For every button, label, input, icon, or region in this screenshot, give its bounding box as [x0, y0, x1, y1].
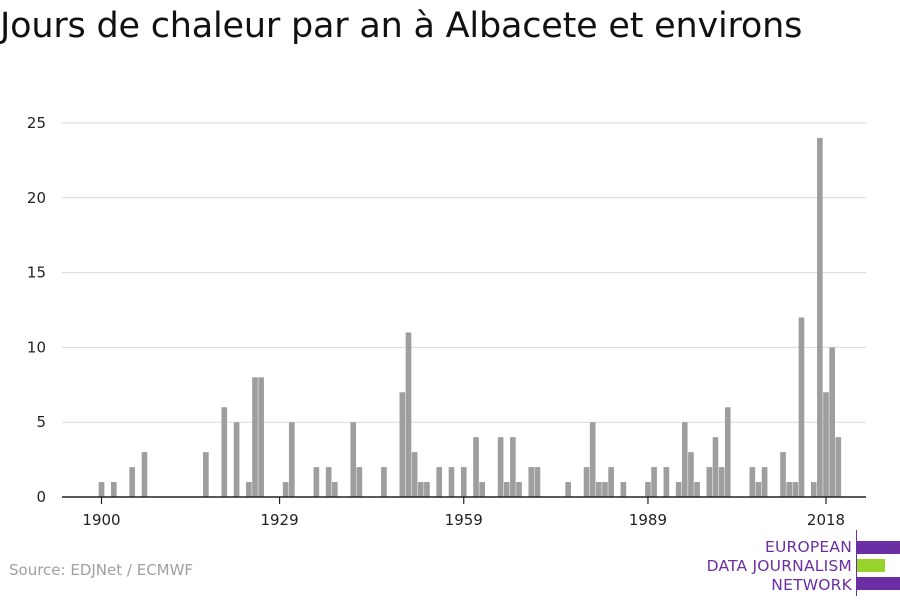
bar-2007: [755, 482, 762, 497]
bar-1950: [405, 332, 412, 497]
bar-1946: [381, 467, 387, 497]
bar-1907: [141, 452, 148, 497]
bar-1924: [246, 482, 252, 497]
bar-1994: [675, 482, 682, 497]
bar-1930: [282, 482, 289, 497]
bar-2011: [780, 452, 786, 497]
bar-1935: [313, 467, 320, 497]
edjnet-logo: EUROPEAN DATA JOURNALISM NETWORK: [700, 530, 900, 596]
bar-1957: [448, 467, 455, 497]
bar-2001: [718, 467, 725, 497]
bar-1989: [645, 482, 651, 497]
bar-1955: [436, 467, 443, 497]
y-tick-label-5: 5: [36, 413, 46, 431]
bar-1967: [510, 437, 516, 497]
bar-1983: [608, 467, 614, 497]
bar-1920: [221, 407, 228, 497]
y-tick-label-15: 15: [27, 264, 46, 282]
logo-text-line-1: EUROPEAN: [764, 538, 852, 556]
bar-1968: [516, 482, 522, 497]
bar-2002: [724, 407, 731, 497]
bar-1962: [479, 482, 485, 497]
bar-1959: [460, 467, 467, 497]
bar-1985: [620, 482, 627, 497]
x-tick-label-1929: 1929: [260, 511, 298, 529]
bar-1951: [411, 452, 418, 497]
bar-1992: [663, 467, 670, 497]
y-tick-label-25: 25: [27, 114, 46, 132]
logo-bar-green: [857, 559, 885, 572]
bar-1995: [681, 422, 688, 497]
bar-1997: [694, 482, 700, 497]
x-axis: 1900 1929 1959 1989 2018: [62, 496, 866, 529]
source-note: Source: EDJNet / ECMWF: [9, 561, 194, 579]
bar-1937: [325, 467, 332, 497]
logo-text-line-3: NETWORK: [771, 576, 852, 594]
logo-bar-purple-top: [857, 541, 900, 554]
bar-1961: [473, 437, 479, 497]
bar-2014: [798, 317, 805, 497]
bar-1999: [706, 467, 713, 497]
bar-1982: [602, 482, 608, 497]
bar-2017: [817, 137, 823, 497]
x-tick-label-1989: 1989: [629, 511, 667, 529]
gridlines: [62, 122, 866, 423]
bar-2013: [792, 482, 799, 497]
bar-2000: [712, 437, 719, 497]
bar-2006: [749, 467, 756, 497]
bar-1965: [497, 437, 504, 497]
bar-2012: [786, 482, 792, 497]
x-tick-label-2018: 2018: [807, 511, 845, 529]
x-tick-label-1900: 1900: [82, 511, 120, 529]
y-tick-label-20: 20: [27, 189, 46, 207]
bar-1952: [417, 482, 424, 497]
bar-1970: [528, 467, 535, 497]
bar-1925: [252, 377, 258, 497]
logo-text-line-2: DATA JOURNALISM: [706, 557, 852, 575]
y-tick-label-10: 10: [27, 338, 46, 356]
bar-1979: [583, 467, 590, 497]
bars: [98, 137, 842, 497]
bar-1926: [258, 377, 264, 497]
logo-divider: [856, 530, 857, 596]
bar-1917: [203, 452, 209, 497]
bar-1922: [233, 422, 240, 497]
y-axis-ticks: 0 5 10 15 20 25: [27, 114, 46, 506]
y-tick-label-0: 0: [36, 488, 46, 506]
bar-1905: [129, 467, 136, 497]
bar-1976: [565, 482, 571, 497]
bar-2018: [823, 392, 829, 497]
x-tick-label-1959: 1959: [445, 511, 483, 529]
bar-2016: [810, 482, 817, 497]
bar-1971: [534, 467, 541, 497]
bar-1981: [596, 482, 602, 497]
bar-1953: [424, 482, 430, 497]
bar-1990: [651, 467, 657, 497]
bar-1931: [289, 422, 295, 497]
bar-1942: [356, 467, 363, 497]
bar-2019: [829, 347, 835, 497]
bar-1966: [503, 482, 510, 497]
bar-1996: [688, 452, 694, 497]
bar-2020: [835, 437, 842, 497]
bar-1941: [350, 422, 357, 497]
bar-1980: [589, 422, 596, 497]
bar-1949: [399, 392, 406, 497]
bar-2008: [761, 467, 768, 497]
chart-title: Jours de chaleur par an à Albacete et en…: [0, 6, 803, 46]
logo-bar-purple-bottom: [857, 577, 900, 590]
bar-1900: [98, 482, 105, 497]
bar-1902: [110, 482, 117, 497]
bar-1938: [331, 482, 338, 497]
